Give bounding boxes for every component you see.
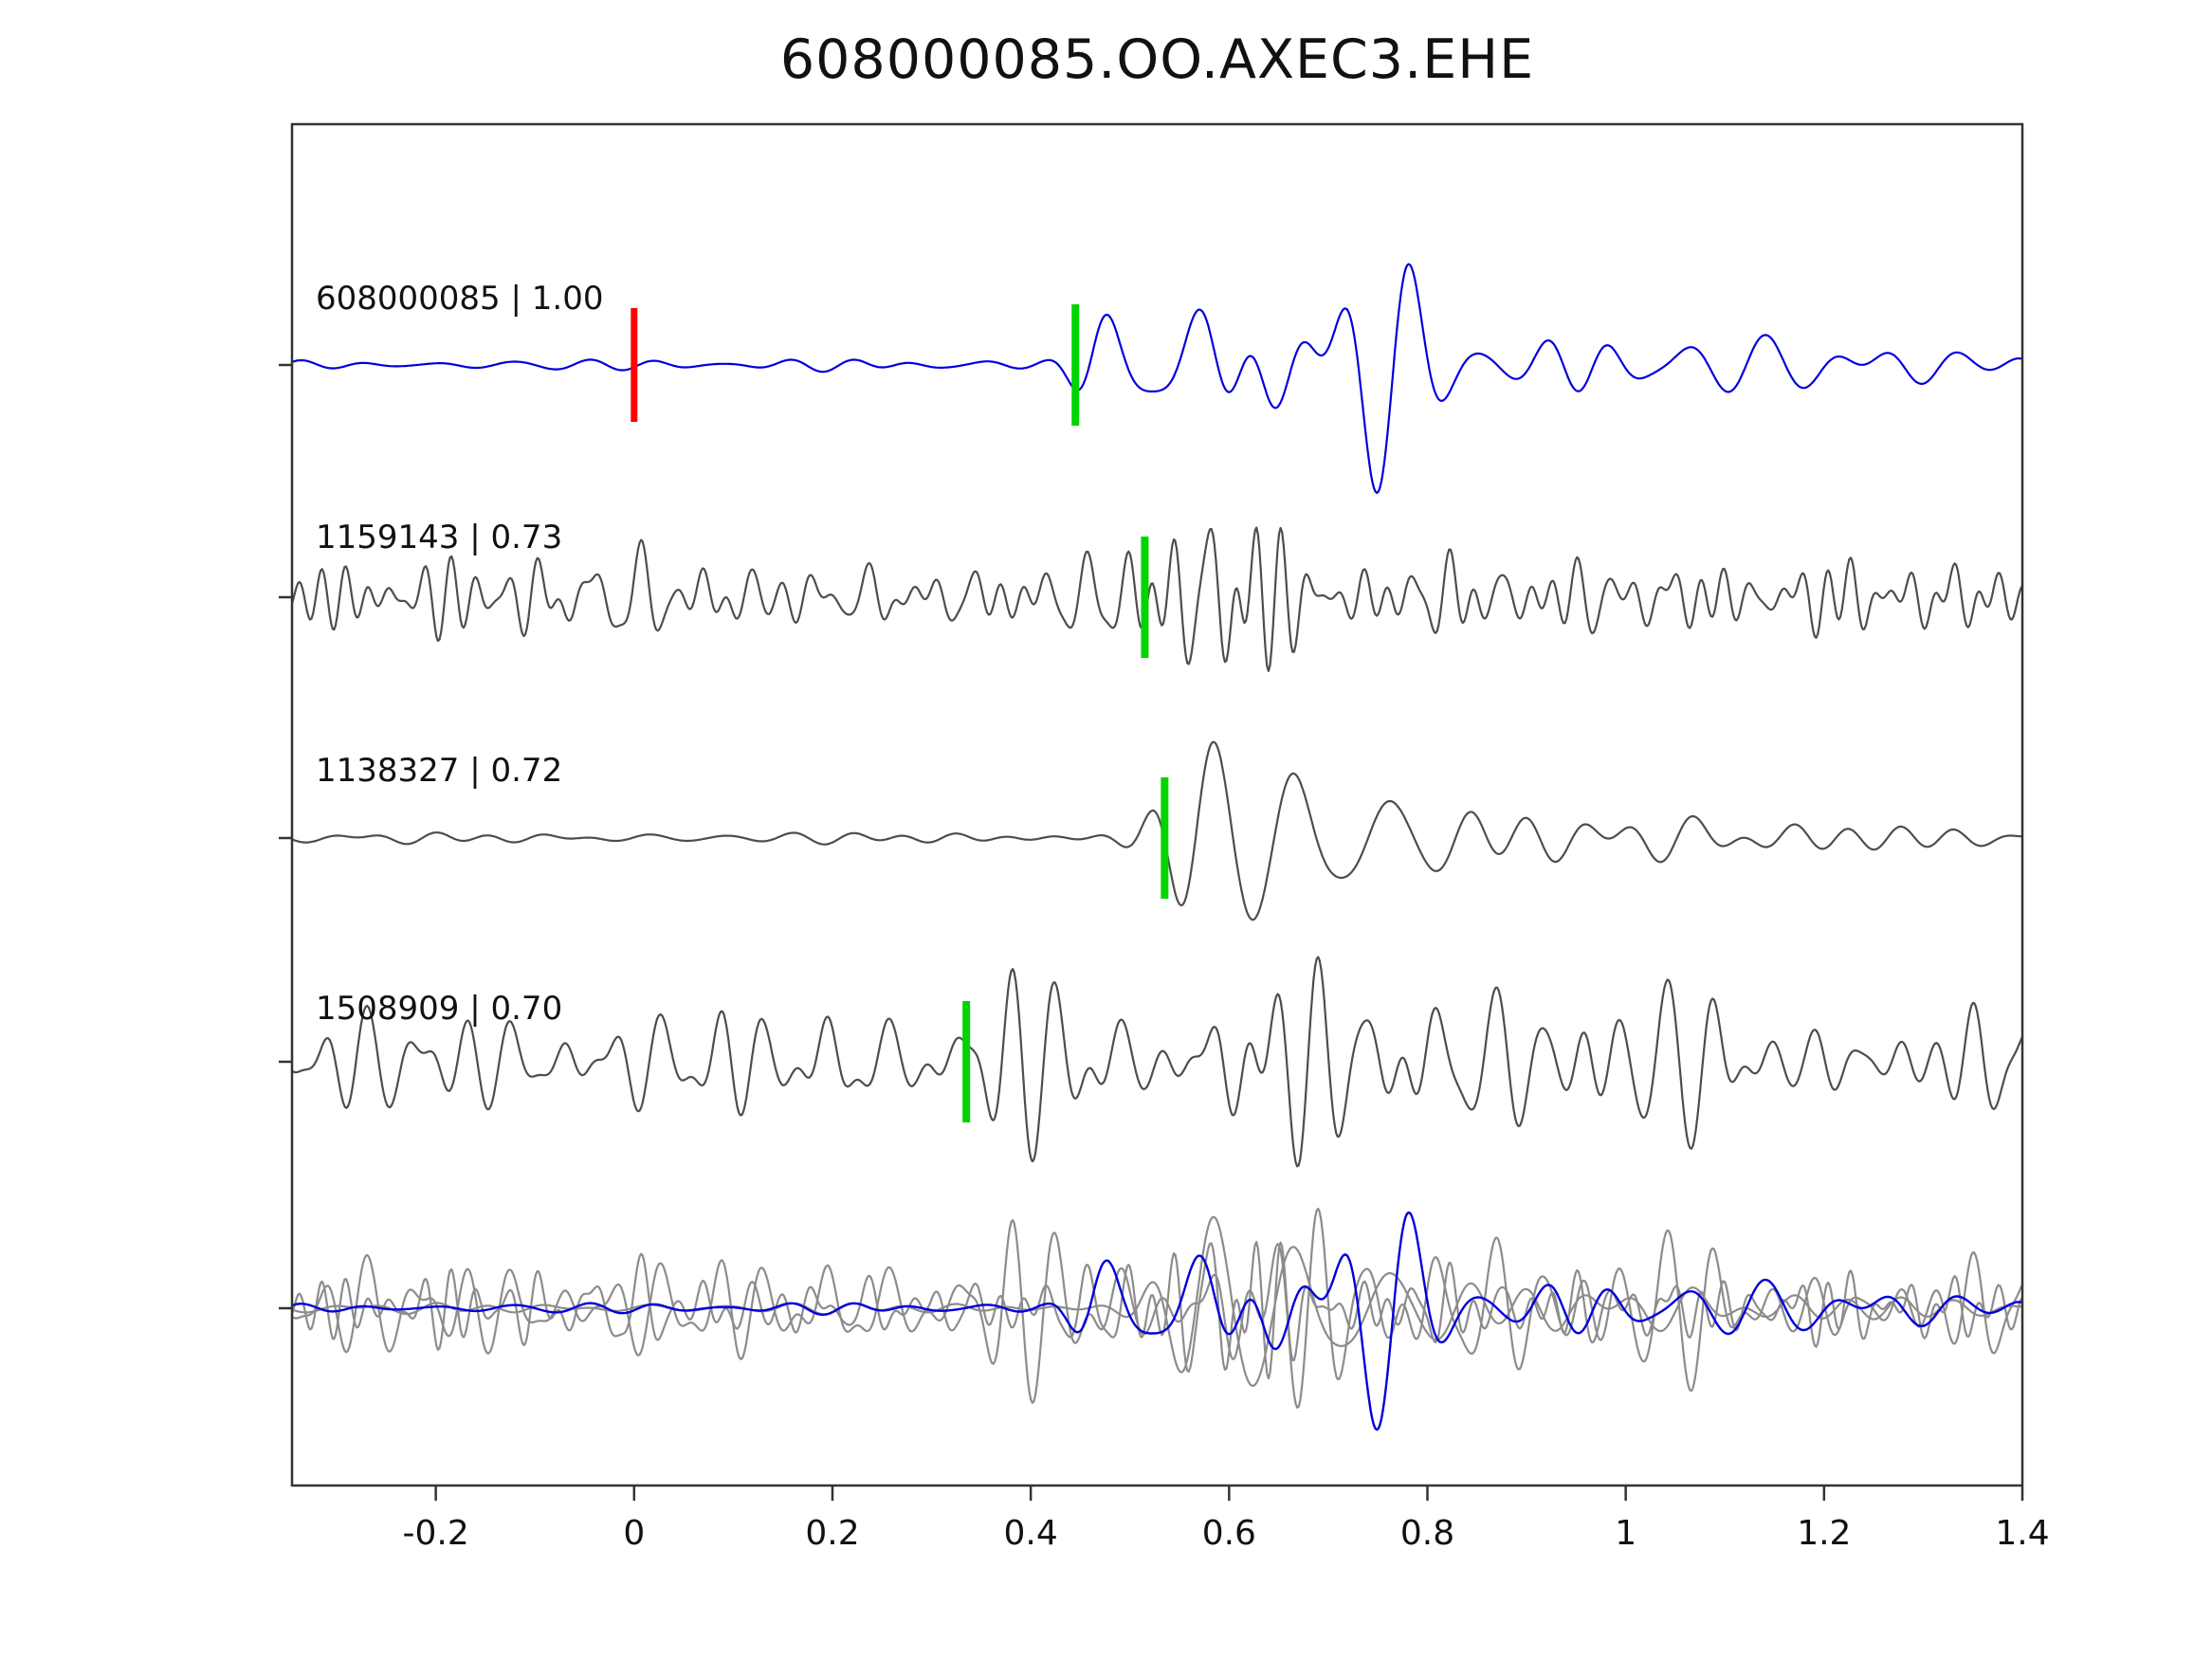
waveform-trace-608000085 [292,263,2022,494]
overlay-trace-608000085 [292,1211,2022,1431]
waveform-trace-1138327 [292,740,2022,921]
plot-border [290,122,2024,1487]
x-tick-label: 0.6 [1202,1514,1256,1553]
trace-label-1508909: 1508909 | 0.70 [316,990,562,1028]
x-tick-label: 1.2 [1797,1514,1851,1553]
trace-label-608000085: 608000085 | 1.00 [316,280,603,318]
x-tick-label: 0.8 [1400,1514,1454,1553]
overlay-trace-1138327 [292,1215,2022,1387]
x-tick-label: 1 [1615,1514,1636,1553]
chart-title: 608000085.OO.AXEC3.EHE [779,28,1535,91]
waveform-trace-1508909 [292,956,2022,1168]
overlay-trace-1508909 [292,1208,2022,1409]
x-tick-label: 0.2 [805,1514,859,1553]
x-tick-label: 1.4 [1995,1514,2049,1553]
trace-label-1138327: 1138327 | 0.72 [316,752,562,790]
x-tick-label: 0.4 [1004,1514,1058,1553]
waveform-trace-1159143 [292,526,2022,672]
waveform-area [292,263,2022,1431]
x-tick-label: 0 [623,1514,645,1553]
trace-label-1159143: 1159143 | 0.73 [316,519,562,556]
x-tick-label: -0.2 [403,1514,469,1553]
